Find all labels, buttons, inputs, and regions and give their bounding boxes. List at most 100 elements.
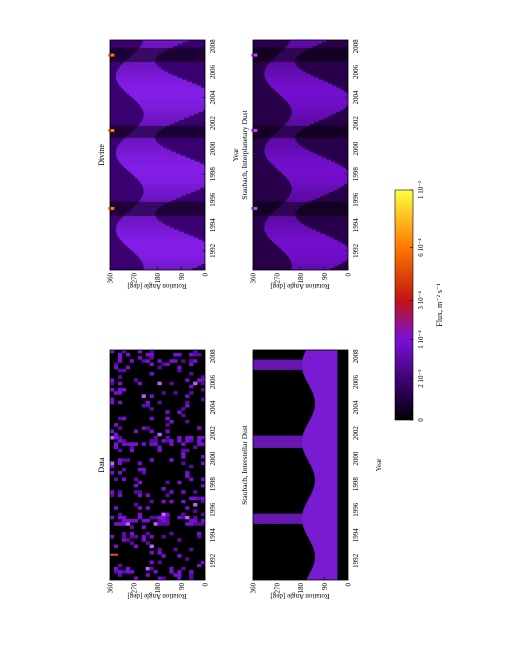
panel-divine-y-axis-label: Rotation Angle [deg]: [127, 282, 186, 290]
heatmap-column: [314, 473, 338, 476]
x-tick-label: 1998: [209, 167, 217, 182]
heatmap-cell: [117, 458, 123, 462]
x-tick-label: 2000: [352, 141, 360, 156]
heatmap-cell: [113, 442, 119, 446]
heatmap-cell: [201, 483, 206, 488]
x-tick-label: 1994: [352, 218, 360, 233]
x-tick-label: 2002: [352, 116, 360, 131]
heatmap-column: [126, 167, 205, 170]
heatmap-column: [142, 41, 183, 44]
heatmap-cell: [181, 407, 186, 411]
heatmap-cell: [133, 378, 139, 382]
heatmap-column: [265, 221, 301, 224]
heatmap-column: [308, 497, 338, 500]
heatmap-cell: [193, 359, 198, 363]
heatmap-cell: [110, 471, 115, 475]
heatmap-column: [312, 391, 338, 394]
heatmap-column: [142, 261, 205, 264]
heatmap-column: [141, 119, 180, 122]
y-tick-label: 270: [273, 273, 281, 284]
heatmap-cell: [177, 352, 182, 357]
heatmap-dark-band: [110, 55, 205, 58]
x-tick-label: 2002: [209, 116, 217, 131]
heatmap-column: [138, 255, 205, 258]
heatmap-cell: [125, 365, 131, 370]
heatmap-dark-band: [253, 53, 348, 56]
colorbar-tick-label: 1 10⁻³: [417, 181, 425, 199]
heatmap-column: [291, 267, 331, 270]
heatmap-column: [306, 533, 338, 536]
heatmap-column: [291, 113, 333, 116]
colorbar-gradient: [394, 189, 414, 421]
heatmap-cell: [193, 381, 198, 386]
heatmap-column: [116, 153, 181, 156]
heatmap-hotspot: [108, 53, 115, 57]
heatmap-cell: [165, 480, 170, 485]
heatmap-column: [287, 177, 348, 180]
heatmap-column: [307, 499, 338, 502]
heatmap-cell: [189, 477, 194, 481]
heatmap-column: [143, 265, 198, 268]
heatmap-column: [288, 255, 348, 258]
heatmap-cell: [117, 493, 123, 497]
heatmap-cell: [153, 515, 158, 520]
heatmap-column: [315, 555, 338, 558]
heatmap-dark-band: [253, 47, 348, 50]
heatmap-column: [291, 263, 339, 266]
heatmap-cell: [177, 480, 182, 485]
heatmap-cell: [189, 362, 194, 366]
heatmap-cell: [157, 365, 162, 370]
heatmap-cell: [137, 512, 142, 517]
heatmap-column: [314, 399, 338, 402]
heatmap-cell: [133, 490, 139, 494]
heatmap-cell: [161, 519, 166, 523]
heatmap-cell: [110, 381, 115, 386]
heatmap-spike: [253, 445, 303, 448]
heatmap-column: [282, 249, 348, 252]
heatmap-stripe: [110, 553, 118, 556]
heatmap-column: [141, 43, 178, 46]
heatmap-column: [265, 77, 319, 80]
heatmap-cell: [117, 515, 123, 520]
heatmap-cell: [157, 560, 162, 565]
heatmap-column: [313, 471, 338, 474]
heatmap-cell: [145, 531, 150, 536]
heatmap-column: [301, 365, 338, 368]
heatmap-column: [312, 467, 338, 470]
heatmap-cell: [193, 352, 198, 357]
heatmap-dark-band: [253, 133, 348, 136]
heatmap-cell: [169, 531, 174, 536]
x-tick-label: 2004: [352, 90, 360, 105]
heatmap-column: [278, 129, 300, 132]
heatmap-cell: [153, 570, 158, 574]
heatmap-column: [284, 251, 348, 254]
heatmap-cell: [185, 394, 190, 398]
heatmap-cell: [121, 477, 127, 481]
heatmap-cell: [117, 381, 123, 386]
heatmap-cell: [117, 522, 123, 526]
heatmap-cell: [185, 474, 190, 478]
heatmap-cell: [149, 515, 154, 520]
heatmap-column: [124, 213, 156, 216]
heatmap-column: [117, 233, 189, 236]
heatmap-cell: [145, 400, 150, 405]
heatmap-column: [304, 353, 338, 356]
heatmap-dark-band: [110, 57, 205, 60]
heatmap-cell: [169, 490, 174, 494]
heatmap-column: [115, 151, 176, 154]
x-tick-label: 1992: [209, 553, 217, 568]
heatmap-cell: [181, 499, 186, 504]
heatmap-cell: [129, 570, 135, 574]
heatmap-column: [302, 445, 338, 448]
heatmap-cell: [189, 576, 194, 580]
heatmap-cell: [181, 442, 186, 446]
heatmap-cell: [165, 429, 170, 434]
heatmap-column: [281, 203, 304, 206]
heatmap-cell: [201, 496, 206, 501]
heatmap-column: [137, 201, 168, 204]
heatmap-cell: [110, 464, 115, 469]
heatmap-column: [302, 437, 338, 440]
heatmap-column: [313, 393, 338, 396]
x-tick-label: 1994: [352, 528, 360, 543]
heatmap-column: [302, 359, 338, 362]
